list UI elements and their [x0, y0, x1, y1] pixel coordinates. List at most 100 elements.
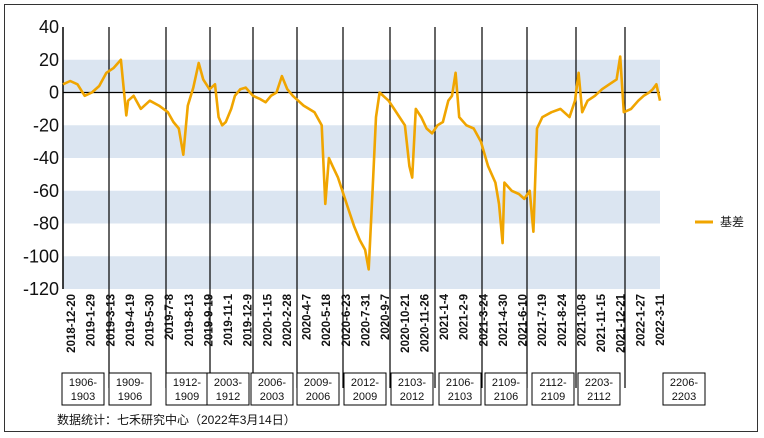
legend-label-basis: 基差: [720, 215, 744, 229]
contract-period-line2: 1906: [118, 391, 142, 403]
x-tick-label: 2020-10-21: [400, 293, 412, 352]
y-tick-label: -40: [33, 148, 59, 168]
x-tick-label: 2020-9-7: [380, 294, 392, 340]
contract-period-box: 2009- 2006: [296, 372, 340, 406]
x-tick-label: 2020-5-18: [321, 293, 333, 346]
contract-period-box: 2003- 1912: [206, 372, 250, 406]
grid-band-1: [63, 125, 660, 158]
y-tick-label: -120: [23, 279, 59, 299]
x-tick-label: 2020-7-31: [361, 293, 373, 346]
x-tick-label: 2020-4-7: [302, 294, 314, 340]
contract-period-line1: 2106-: [446, 377, 474, 389]
contract-period-box: 2006- 2003: [250, 372, 294, 406]
contract-period-box-border: [343, 372, 387, 406]
grid-bands: [63, 59, 660, 289]
y-tick-label: -100: [23, 246, 59, 266]
grid-band-0: [63, 59, 660, 93]
contract-period-line2: 2003: [260, 391, 284, 403]
chart-frame: 40 20 0 -20 -40 -60 -80 -100 -120 2018-12-20 2019…: [4, 4, 758, 432]
x-tick-label: 2019-3-13: [105, 294, 117, 346]
contract-period-line2: 2012: [400, 391, 424, 403]
x-tick-label: 2021-7-19: [537, 294, 549, 346]
x-tick-label: 2021-6-10: [518, 294, 530, 346]
contract-period-line2: 1909: [175, 391, 199, 403]
x-tick-label: 2020-2-28: [282, 293, 294, 346]
source-note: 数据统计：七禾研究中心（2022年3月14日）: [57, 412, 296, 427]
contract-period-line1: 1912-: [173, 377, 201, 389]
y-tick-label: -80: [33, 214, 59, 234]
contract-period-line1: 2012-: [351, 377, 379, 389]
x-tick-label: 2019-9-19: [203, 294, 215, 346]
x-tick-label: 2019-8-13: [184, 294, 196, 346]
contract-period-line1: 2109-: [492, 377, 520, 389]
x-tick-label: 2020-1-15: [262, 293, 274, 346]
basis-line-chart: 40 20 0 -20 -40 -60 -80 -100 -120 2018-12-20 2019…: [23, 17, 744, 427]
contract-period-line1: 2003-: [214, 377, 242, 389]
y-tick-label: 20: [39, 50, 59, 70]
contract-period-line1: 1909-: [116, 377, 144, 389]
x-tick-label: 2022-3-11: [655, 293, 667, 345]
contract-period-box: 2103- 2012: [390, 372, 434, 406]
x-tick-label: 2019-5-30: [145, 294, 157, 346]
contract-period-box-border: [61, 372, 105, 406]
contract-period-box-border: [531, 372, 575, 406]
y-tick-label: -20: [33, 115, 59, 135]
x-tick-label: 2021-12-21: [616, 293, 628, 352]
contract-period-box: 2203- 2112: [577, 372, 621, 406]
contract-period-line2: 1903: [71, 391, 95, 403]
contract-period-box: 2012- 2009: [343, 372, 387, 406]
contract-period-line1: 2009-: [304, 377, 332, 389]
contract-period-line2: 2103: [448, 391, 472, 403]
x-tick-label: 2021-4-30: [498, 294, 510, 346]
contract-period-box-border: [390, 372, 434, 406]
contract-period-box-border: [438, 372, 482, 406]
x-tick-label: 2021-2-9: [459, 294, 471, 340]
contract-period-line1: 2006-: [258, 377, 286, 389]
x-tick-label: 2021-11-15: [596, 293, 608, 352]
contract-period-box: 1909- 1906: [108, 372, 152, 406]
x-tick-label: 2021-8-24: [557, 293, 569, 346]
contract-period-line2: 2109: [541, 391, 565, 403]
x-tick-label: 2019-7-8: [164, 293, 176, 340]
contract-period-line2: 2009: [353, 391, 377, 403]
legend: 基差: [695, 215, 744, 229]
y-tick-label: 40: [39, 17, 59, 37]
contract-period-box-border: [577, 372, 621, 406]
contract-period-line1: 2103-: [398, 377, 426, 389]
contract-period-box-border: [250, 372, 294, 406]
contract-period-line1: 1906-: [69, 377, 97, 389]
contract-period-box-border: [206, 372, 250, 406]
contract-period-box: 1912- 1909: [165, 372, 209, 406]
grid-band-3: [63, 256, 660, 289]
y-tick-label: 0: [49, 83, 59, 103]
contract-period-line2: 2112: [587, 391, 611, 403]
contract-period-line2: 1912: [216, 391, 240, 403]
x-tick-label: 2020-6-23: [341, 294, 353, 346]
series-line-basis: [62, 55, 662, 271]
contract-period-line1: 2206-: [670, 377, 698, 389]
contract-period-box-border: [165, 372, 209, 406]
contract-period-box: 2109- 2106: [484, 372, 528, 406]
x-tick-label: 2019-12-9: [243, 294, 255, 346]
contract-period-boxes: 1906- 1903 1909- 1906 1912- 1909 2003- 1912 2006…: [61, 372, 706, 406]
x-tick-label: 2020-11-26: [419, 294, 431, 352]
x-axis-ticks: 2018-12-20 2019-1-29 2019-3-13 2019-4-19 201…: [66, 293, 667, 352]
contract-period-line1: 2203-: [585, 377, 613, 389]
contract-period-line2: 2203: [672, 391, 696, 403]
y-axis-ticks: 40 20 0 -20 -40 -60 -80 -100 -120: [23, 17, 59, 299]
contract-period-box: 2206- 2203: [662, 372, 706, 406]
contract-period-box: 1906- 1903: [61, 372, 105, 406]
contract-period-box: 2106- 2103: [438, 372, 482, 406]
contract-period-box-border: [484, 372, 528, 406]
x-tick-label: 2018-12-20: [66, 294, 78, 353]
x-tick-label: 2019-1-29: [86, 294, 98, 346]
x-tick-label: 2022-1-27: [635, 294, 647, 346]
contract-period-line1: 2112-: [539, 377, 567, 389]
contract-period-box-border: [108, 372, 152, 406]
contract-period-line2: 2106: [494, 391, 518, 403]
x-tick-label: 2019-11-1: [223, 293, 235, 345]
grid-band-2: [63, 190, 660, 224]
contract-period-box: 2112- 2109: [531, 372, 575, 406]
x-tick-label: 2021-1-4: [439, 293, 451, 340]
x-tick-label: 2021-3-24: [478, 293, 490, 346]
